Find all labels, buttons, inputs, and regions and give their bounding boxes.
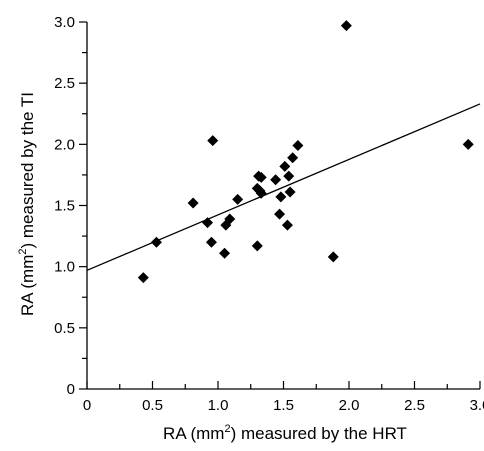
data-point — [251, 240, 263, 252]
data-point — [255, 187, 267, 199]
data-point — [279, 160, 291, 172]
data-point — [255, 171, 267, 183]
data-point — [270, 174, 282, 186]
data-point — [224, 213, 236, 225]
data-point — [275, 191, 287, 203]
x-axis-title: RA (mm2) measured by the HRT — [163, 423, 407, 443]
y-tick-label: 1.0 — [54, 259, 75, 276]
data-point — [205, 236, 217, 248]
x-tick-label: 2.5 — [404, 397, 425, 414]
data-point — [287, 152, 299, 164]
data-point — [202, 217, 214, 229]
data-point — [207, 135, 219, 147]
x-tick-label: 0 — [83, 397, 91, 414]
data-point — [284, 186, 296, 198]
y-tick-label: 1.5 — [54, 198, 75, 215]
data-point — [150, 236, 162, 248]
data-point — [283, 170, 295, 182]
data-point — [292, 140, 304, 152]
axes — [86, 22, 480, 390]
x-tick-label: 1.0 — [208, 397, 229, 414]
x-tick-label: 3.0 — [470, 397, 484, 414]
data-point — [274, 208, 286, 220]
y-tick-label: 2.5 — [54, 75, 75, 92]
y-tick-label: 3.0 — [54, 14, 75, 31]
data-point — [137, 272, 149, 284]
x-tick-label: 2.0 — [339, 397, 360, 414]
data-point — [187, 197, 199, 209]
data-point — [232, 193, 244, 205]
data-point — [327, 251, 339, 263]
y-tick-label: 2.0 — [54, 136, 75, 153]
axis-ticks: 0 0.5 1.0 1.5 2.0 2.5 3.0 0 0.5 1.0 1.5 2.0 2.5 3.0 — [54, 14, 484, 414]
regression-line — [86, 103, 481, 271]
y-tick-label: 0 — [67, 381, 75, 398]
data-point — [281, 219, 293, 231]
data-point — [219, 247, 231, 259]
data-points — [137, 20, 474, 284]
y-tick-label: 0.5 — [54, 320, 75, 337]
data-point — [462, 138, 474, 150]
data-point — [340, 20, 352, 32]
x-tick-label: 1.5 — [273, 397, 294, 414]
y-axis-title: RA (mm2) measured by the TI — [17, 92, 37, 316]
x-tick-label: 0.5 — [142, 397, 163, 414]
